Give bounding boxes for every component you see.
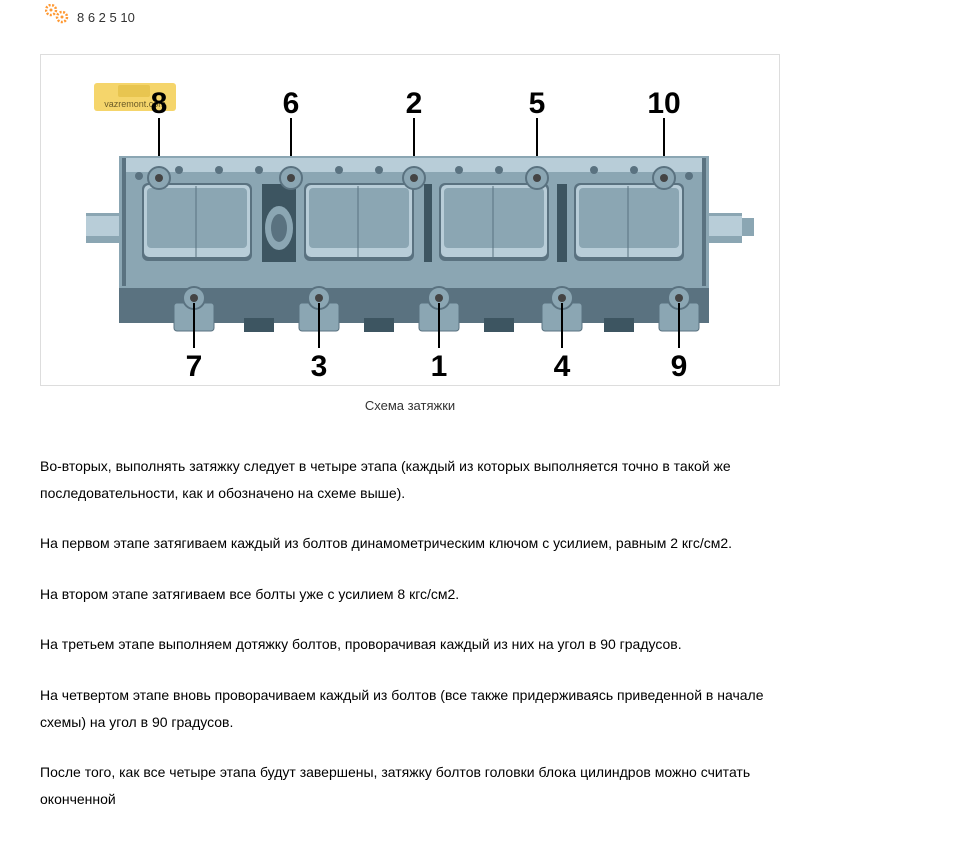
svg-text:2: 2 (406, 87, 423, 120)
paragraph-3: На втором этапе затягиваем все болты уже… (40, 581, 800, 608)
paragraph-1: Во-вторых, выполнять затяжку следует в ч… (40, 453, 800, 506)
svg-text:4: 4 (554, 350, 571, 382)
header-numbers: 8 6 2 5 10 (45, 0, 961, 34)
tightening-diagram: vazremont.com 8 6 2 5 10 (44, 58, 778, 382)
diagram-figure: vazremont.com 8 6 2 5 10 (40, 54, 780, 386)
svg-text:8: 8 (151, 87, 168, 120)
svg-text:10: 10 (647, 87, 680, 120)
svg-text:5: 5 (529, 87, 546, 120)
article-content: vazremont.com 8 6 2 5 10 (40, 54, 961, 812)
paragraph-6: После того, как все четыре этапа будут з… (40, 759, 800, 812)
svg-text:1: 1 (431, 350, 448, 382)
gear-icon (45, 4, 69, 30)
cylinders (142, 183, 684, 261)
paragraph-4: На третьем этапе выполняем дотяжку болто… (40, 631, 800, 658)
paragraph-5: На четвертом этапе вновь проворачиваем к… (40, 682, 800, 735)
svg-text:6: 6 (283, 87, 300, 120)
svg-text:9: 9 (671, 350, 688, 382)
svg-text:3: 3 (311, 350, 328, 382)
header-numbers-text: 8 6 2 5 10 (77, 10, 135, 25)
diagram-caption: Схема затяжки (40, 398, 780, 413)
paragraph-2: На первом этапе затягиваем каждый из бол… (40, 530, 800, 557)
svg-text:7: 7 (186, 350, 203, 382)
